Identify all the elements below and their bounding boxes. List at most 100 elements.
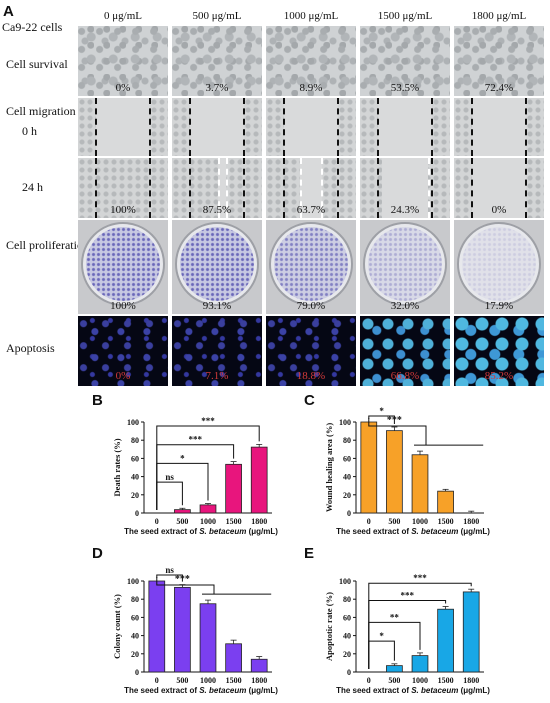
colony-dish-1000: 79.0% (266, 220, 356, 314)
chart-d-sig-bracket-1 (156, 577, 215, 595)
row-label-migration: Cell migration (6, 104, 76, 118)
chart-b-x-tick-label-1800: 1800 (251, 517, 267, 526)
chart-c-x-tick-label-500: 500 (388, 517, 400, 526)
chart-c-y-tick-label-0: 0 (347, 509, 351, 518)
chart-e-bar-1000 (411, 655, 429, 673)
chart-b-x-tick-label-0: 0 (155, 517, 159, 526)
migration-value-1800: 0% (491, 204, 507, 216)
chart-d-y-tick-label-1: 20 (131, 650, 139, 659)
chart-d-y-tick-label-4: 80 (131, 595, 139, 604)
survival-value-0: 0% (115, 82, 131, 94)
chart-e-sig-label-0: * (379, 631, 384, 641)
chart-c-bar-0 (360, 421, 378, 514)
chart-d-bar-1800 (250, 658, 268, 673)
conc-header-1500: 1500 μg/mL (377, 10, 433, 22)
chart-b-x-tick-label-500: 500 (176, 517, 188, 526)
chart-b-bar-500 (174, 509, 191, 514)
chart-e-x-tick-label-1000: 1000 (412, 676, 428, 685)
row-label-proliferation: Cell proliferation (6, 238, 89, 252)
chart-b-x-tick-label-1500: 1500 (226, 517, 242, 526)
migration-24h-image-1000: 63.7% (266, 158, 356, 218)
chart-e-bar-1800 (462, 591, 480, 673)
chart-d-x-tick-label-1500: 1500 (226, 676, 242, 685)
survival-value-1800: 72.4% (484, 82, 514, 94)
chart-d-x-tick-label-500: 500 (176, 676, 188, 685)
survival-image-500: 3.7% (172, 26, 262, 96)
panel-letter-e: E (304, 545, 315, 562)
panel-letter-c: C (304, 392, 315, 409)
chart-d-x-tick-label-0: 0 (155, 676, 159, 685)
chart-b-y-tick-label-1: 20 (131, 491, 139, 500)
chart-e-sig-label-3: *** (413, 573, 427, 583)
chart-b-y-label: Death rates (%) (112, 438, 122, 496)
chart-d-x-tick-label-1800: 1800 (251, 676, 267, 685)
survival-value-1500: 53.5% (390, 82, 420, 94)
chart-e-x-tick-label-1800: 1800 (463, 676, 479, 685)
chart-b-y-tick-label-2: 40 (131, 473, 139, 482)
chart-d-sig-bracket-0 (156, 574, 183, 582)
apoptosis-value-0: 0% (115, 370, 131, 382)
conc-header-500: 500 μg/mL (192, 10, 242, 22)
chart-d-y-tick-label-3: 60 (131, 613, 139, 622)
chart-b-y-tick-label-3: 60 (131, 454, 139, 463)
apoptosis-image-0: 0% (78, 316, 168, 386)
chart-b-x-title: The seed extract of S. betaceum (μg/mL) (124, 527, 278, 536)
chart-e-sig-bracket-3 (368, 582, 472, 669)
chart-e-y-tick-label-3: 60 (343, 613, 351, 622)
colony-value-500: 93.1% (202, 300, 232, 312)
chart-c-bar-500 (386, 430, 403, 514)
migration-24h-image-500: 87.5% (172, 158, 262, 218)
migration-0h-image-500 (172, 98, 262, 156)
colony-dish-500: 93.1% (172, 220, 262, 314)
survival-image-1800: 72.4% (454, 26, 544, 96)
survival-value-1000: 8.9% (299, 82, 323, 94)
chart-e-x-tick-label-1500: 1500 (438, 676, 454, 685)
migration-0h-image-0 (78, 98, 168, 156)
survival-value-500: 3.7% (205, 82, 229, 94)
chart-e-y-label: Apoptotic rate (%) (324, 592, 334, 661)
colony-value-0: 100% (110, 300, 136, 312)
chart-c-x-tick-label-1000: 1000 (412, 517, 428, 526)
chart-b-bar-1000 (199, 504, 217, 514)
chart-e-y-tick-label-4: 80 (343, 595, 351, 604)
chart-b-bar-1800 (250, 446, 268, 514)
chart-b-y-tick-label-0: 0 (135, 509, 139, 518)
conc-header-1000: 1000 μg/mL (283, 10, 339, 22)
apoptosis-image-1800: 85.2% (454, 316, 544, 386)
chart-b-sig-label-0: ns (165, 472, 174, 482)
row-label-time-0h: 0 h (22, 124, 37, 138)
migration-24h-image-1500: 24.3% (360, 158, 450, 218)
colony-value-1800: 17.9% (484, 300, 514, 312)
colony-dish-0: 100% (78, 220, 168, 314)
row-label-apoptosis: Apoptosis (6, 341, 55, 355)
chart-b-bar-1500 (225, 463, 242, 514)
migration-value-1500: 24.3% (390, 204, 420, 216)
chart-e-x-tick-label-500: 500 (388, 676, 400, 685)
apoptosis-value-1500: 66.8% (390, 370, 420, 382)
chart-c-y-tick-label-5: 100 (339, 418, 351, 427)
chart-e-sig-label-2: *** (400, 590, 414, 600)
conc-header-1800: 1800 μg/mL (471, 10, 527, 22)
chart-c-x-title: The seed extract of S. betaceum (μg/mL) (336, 527, 490, 536)
migration-value-500: 87.5% (202, 204, 232, 216)
chart-d-bar-500 (174, 586, 191, 673)
chart-e-y-tick-label-1: 20 (343, 650, 351, 659)
chart-c-bar-1000 (411, 454, 429, 514)
chart-c-x-tick-label-1800: 1800 (463, 517, 479, 526)
row-label-time-24h: 24 h (22, 180, 43, 194)
migration-24h-image-0: 100% (78, 158, 168, 218)
chart-b-y-tick-label-5: 100 (127, 418, 139, 427)
chart-e-x-title: The seed extract of S. betaceum (μg/mL) (336, 686, 490, 695)
chart-c-x-tick-label-0: 0 (367, 517, 371, 526)
chart-d-bar-1500 (225, 643, 242, 673)
chart-d-bar-0 (148, 580, 166, 673)
colony-value-1500: 32.0% (390, 300, 420, 312)
chart-c-bar-1500 (437, 490, 454, 514)
survival-image-0: 0% (78, 26, 168, 96)
chart-e-x-tick-label-0: 0 (367, 676, 371, 685)
migration-value-0: 100% (110, 204, 136, 216)
chart-c-y-tick-label-2: 40 (343, 473, 351, 482)
chart-d-x-title: The seed extract of S. betaceum (μg/mL) (124, 686, 278, 695)
panel-letter-a: A (3, 3, 14, 20)
apoptosis-value-500: 7.1% (205, 370, 229, 382)
